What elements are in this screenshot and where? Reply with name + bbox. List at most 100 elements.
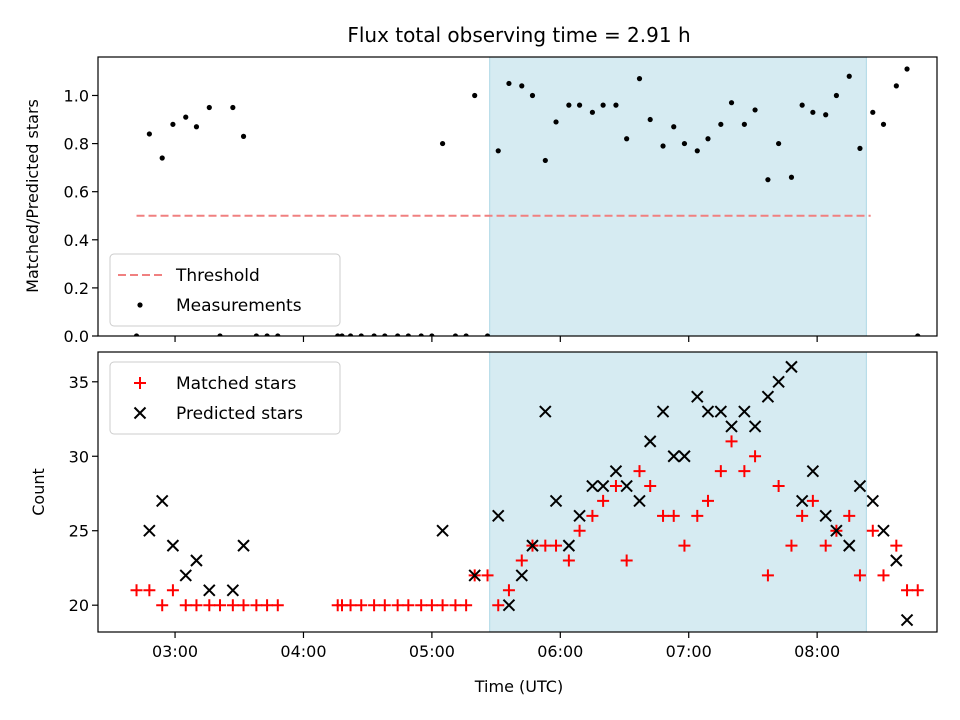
- predicted-stars-point: [502, 598, 516, 612]
- measurement-point: [576, 102, 583, 108]
- matched-stars-point: [515, 554, 528, 567]
- predicted-stars-point: [573, 509, 586, 523]
- y-tick-label: 35: [69, 373, 89, 392]
- y-tick-label: 25: [69, 522, 89, 541]
- predicted-stars-point: [492, 509, 505, 523]
- measurement-point: [857, 145, 863, 151]
- measurement-point: [542, 157, 548, 164]
- predicted-stars-point: [725, 420, 738, 433]
- measurement-point: [660, 143, 666, 149]
- predicted-stars-point: [819, 509, 832, 523]
- legend-label: Predicted stars: [176, 404, 303, 424]
- predicted-stars-point: [515, 569, 528, 582]
- predicted-stars-point: [526, 539, 539, 552]
- matched-stars-point: [402, 599, 415, 612]
- matched-stars-point: [761, 569, 774, 582]
- predicted-stars-point: [890, 554, 903, 567]
- measurement-point: [484, 333, 491, 336]
- matched-stars-point: [785, 539, 798, 552]
- predicted-stars-point: [586, 479, 599, 493]
- measurement-point: [382, 333, 388, 336]
- predicted-stars-point: [620, 479, 633, 493]
- measurement-point: [718, 121, 724, 127]
- measurement-point: [765, 177, 771, 183]
- predicted-stars-point: [226, 584, 240, 597]
- measurement-point: [133, 333, 140, 336]
- matched-stars-point: [633, 465, 646, 478]
- measurement-point: [752, 107, 758, 113]
- measurement-point: [694, 148, 700, 154]
- measurement-point: [439, 140, 446, 147]
- measurement-point: [566, 102, 572, 108]
- matched-stars-point: [738, 465, 751, 478]
- measurement-point: [193, 124, 200, 130]
- predicted-stars-point: [179, 569, 192, 582]
- matched-stars-point: [691, 509, 704, 522]
- predicted-stars-point: [714, 405, 728, 418]
- measurement-point: [870, 109, 876, 115]
- matched-stars-point: [378, 599, 391, 612]
- legend-label: Threshold: [175, 266, 260, 286]
- matched-stars-point: [203, 599, 216, 612]
- predicted-stars-point: [237, 539, 250, 552]
- x-tick-label: 04:00: [280, 642, 326, 661]
- matched-stars-point: [261, 599, 274, 612]
- measurement-point: [146, 131, 152, 137]
- predicted-stars-point: [830, 524, 843, 537]
- measurement-point: [823, 112, 829, 118]
- matched-stars-point: [190, 599, 203, 612]
- measurement-point: [589, 109, 596, 115]
- measurement-point: [506, 80, 512, 87]
- matched-stars-point: [796, 509, 809, 522]
- measurement-point: [553, 119, 559, 125]
- matched-stars-point: [877, 569, 890, 582]
- panel-count: 20 25 30 35 03:00 04:00 05:00 06:00 07:00 08:00 Ma…: [69, 351, 938, 661]
- matched-stars-point: [436, 599, 449, 612]
- measurement-point: [275, 333, 281, 336]
- legend-measurement-swatch: [137, 302, 143, 308]
- matched-stars-point: [156, 599, 169, 612]
- predicted-stars-point: [203, 584, 216, 597]
- matched-stars-point: [355, 599, 368, 612]
- measurement-point: [880, 121, 887, 127]
- measurement-point: [671, 124, 677, 130]
- predicted-stars-point: [468, 569, 481, 582]
- bottom-y-axis-label: Count: [29, 468, 48, 516]
- measurement-point: [519, 83, 525, 89]
- measurement-point: [217, 333, 223, 336]
- y-tick-label: 0.6: [64, 183, 89, 202]
- matched-stars-point: [657, 509, 670, 522]
- predicted-stars-point: [549, 494, 563, 508]
- measurement-point: [846, 73, 852, 79]
- observing-window: [489, 56, 867, 337]
- measurement-point: [893, 83, 899, 89]
- matched-stars-point: [502, 584, 515, 597]
- predicted-stars-point: [166, 539, 180, 552]
- matched-stars-point: [460, 599, 473, 612]
- matched-stars-point: [130, 584, 143, 597]
- measurement-point: [915, 333, 921, 336]
- legend-label: Matched stars: [176, 374, 296, 394]
- matched-stars-point: [550, 539, 563, 552]
- legend: Matched stars Predicted stars: [109, 361, 341, 435]
- matched-stars-point: [179, 599, 192, 612]
- measurement-point: [728, 100, 735, 106]
- measurement-point: [395, 333, 401, 336]
- matched-stars-point: [620, 554, 633, 567]
- measurement-point: [371, 333, 377, 336]
- measurement-point: [170, 121, 176, 127]
- measurement-point: [253, 333, 259, 336]
- matched-stars-point: [911, 584, 924, 597]
- predicted-stars-point: [748, 420, 762, 433]
- x-axis-label: Time (UTC): [474, 677, 563, 696]
- panel-ratio: 0.0 0.2 0.4 0.6 0.8 1.0 Threshold Measurements: [64, 56, 938, 346]
- measurement-point: [452, 333, 459, 336]
- measurement-point: [495, 148, 501, 154]
- matched-stars-point: [597, 494, 610, 507]
- matched-stars-point: [492, 599, 505, 612]
- matched-stars-point: [843, 509, 856, 522]
- predicted-stars-point: [866, 494, 879, 508]
- predicted-stars-point: [877, 524, 890, 537]
- predicted-stars-point: [806, 464, 820, 478]
- matched-stars-point: [609, 480, 622, 493]
